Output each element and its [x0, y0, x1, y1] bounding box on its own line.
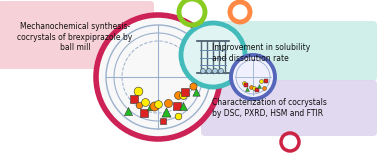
Point: [164, 102, 170, 104]
Point: [254, 89, 260, 91]
Point: [174, 104, 180, 107]
Point: [251, 87, 257, 89]
Text: Mechanochemical synthesis-
cocrystals of brexpiprazole by
ball mill: Mechanochemical synthesis- cocrystals of…: [17, 22, 133, 52]
Circle shape: [212, 68, 217, 73]
Circle shape: [206, 68, 212, 73]
Point: [180, 94, 186, 96]
Point: [244, 87, 250, 90]
Point: [261, 86, 267, 89]
Circle shape: [218, 68, 223, 73]
Circle shape: [96, 15, 220, 139]
Point: [152, 104, 158, 107]
Point: [147, 106, 153, 108]
Point: [263, 79, 269, 82]
Text: Improvement in solubility
and dissolution rate: Improvement in solubility and dissolutio…: [212, 43, 310, 63]
Point: [163, 111, 169, 114]
FancyBboxPatch shape: [201, 21, 377, 81]
Point: [175, 94, 181, 96]
Circle shape: [200, 68, 206, 73]
Text: Characterization of cocrystals
by DSC, PXRD, HSM and FTIR: Characterization of cocrystals by DSC, P…: [212, 98, 327, 118]
Point: [182, 91, 188, 93]
Point: [131, 97, 137, 100]
Point: [142, 101, 148, 104]
Point: [180, 104, 186, 107]
Point: [155, 103, 161, 105]
Point: [257, 80, 263, 83]
Point: [141, 112, 147, 114]
Point: [175, 115, 181, 117]
Point: [192, 91, 198, 93]
Circle shape: [231, 55, 275, 99]
Point: [189, 85, 195, 88]
FancyBboxPatch shape: [201, 80, 377, 136]
Point: [241, 82, 247, 85]
Circle shape: [181, 23, 245, 87]
Point: [125, 110, 131, 112]
Point: [160, 120, 166, 122]
Point: [256, 85, 262, 87]
FancyBboxPatch shape: [0, 1, 154, 69]
Point: [248, 86, 254, 88]
Point: [136, 104, 142, 106]
Point: [135, 89, 141, 92]
Point: [243, 84, 249, 86]
